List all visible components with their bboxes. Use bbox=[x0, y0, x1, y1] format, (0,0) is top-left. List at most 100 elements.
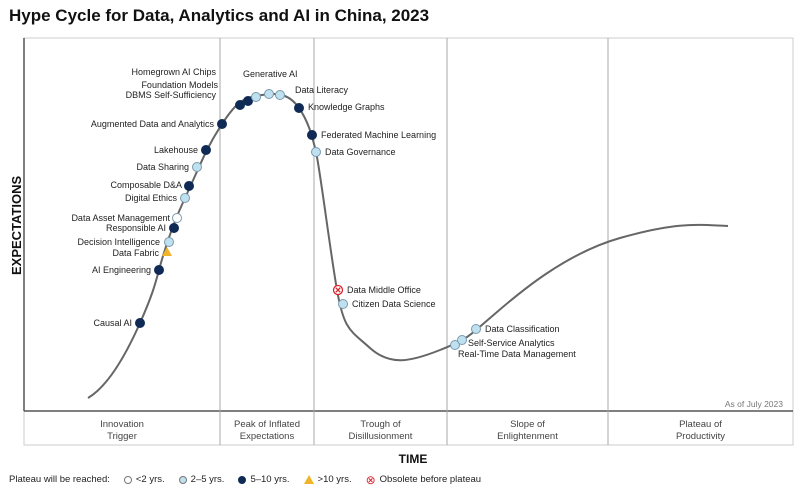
technology-label: Homegrown AI Chips bbox=[131, 67, 216, 77]
triangle-icon bbox=[303, 475, 314, 484]
legend: Plateau will be reached: <2 yrs. 2–5 yrs.… bbox=[9, 472, 482, 487]
circle-marker bbox=[294, 103, 304, 113]
technology-label: Generative AI bbox=[243, 69, 298, 79]
technology-marker: Data Asset Management bbox=[71, 213, 182, 223]
legend-item: ⊗ Obsolete before plateau bbox=[365, 472, 482, 487]
circle-marker bbox=[154, 265, 164, 275]
circle-marker bbox=[243, 96, 253, 106]
obsolete-icon: ⊗ bbox=[365, 472, 376, 487]
technology-marker: Causal AI bbox=[93, 318, 145, 328]
technology-marker: Knowledge Graphs bbox=[294, 102, 385, 113]
circle-marker bbox=[457, 335, 467, 345]
phase-label: Slope of bbox=[510, 419, 545, 430]
technology-label: Citizen Data Science bbox=[352, 299, 436, 309]
circle-marker bbox=[251, 92, 261, 102]
technology-marker: Foundation Models bbox=[141, 80, 253, 106]
circle-marker bbox=[169, 223, 179, 233]
as-of-date: As of July 2023 bbox=[725, 399, 783, 409]
technology-label: Foundation Models bbox=[141, 80, 218, 90]
phase-label: Enlightenment bbox=[497, 431, 558, 442]
circle-marker bbox=[311, 147, 321, 157]
technology-label: Composable D&A bbox=[110, 180, 182, 190]
circle-marker bbox=[164, 237, 174, 247]
technology-label: Data Literacy bbox=[295, 85, 349, 95]
technology-marker: Decision Intelligence bbox=[77, 237, 174, 247]
phase-label: Disillusionment bbox=[349, 431, 413, 442]
legend-item: >10 yrs. bbox=[303, 474, 352, 485]
technology-marker: Data Governance bbox=[311, 147, 396, 157]
circle-marker bbox=[184, 181, 194, 191]
technology-label: Data Fabric bbox=[112, 248, 159, 258]
technology-label: Real-Time Data Management bbox=[458, 349, 576, 359]
plot-frame bbox=[23, 37, 794, 446]
circle-marker bbox=[235, 100, 245, 110]
legend-label: 5–10 yrs. bbox=[250, 474, 290, 485]
technology-label: Data Sharing bbox=[136, 162, 189, 172]
legend-item: 5–10 yrs. bbox=[238, 474, 290, 485]
technology-label: Federated Machine Learning bbox=[321, 130, 436, 140]
circle-icon bbox=[238, 475, 247, 484]
x-axis-label: TIME bbox=[399, 452, 428, 466]
circle-icon bbox=[123, 475, 132, 484]
technology-marker: Data Classification bbox=[471, 324, 560, 334]
circle-icon bbox=[178, 475, 187, 484]
circle-marker bbox=[264, 89, 274, 99]
circle-marker bbox=[471, 324, 481, 334]
phase-label: Plateau of bbox=[679, 419, 722, 430]
technology-marker: AI Engineering bbox=[92, 265, 164, 275]
technology-label: AI Engineering bbox=[92, 265, 151, 275]
technology-marker: Digital Ethics bbox=[125, 193, 190, 203]
technology-label: Data Middle Office bbox=[347, 285, 421, 295]
phase-label: Peak of Inflated bbox=[234, 419, 300, 430]
circle-marker bbox=[192, 162, 202, 172]
technology-label: Data Governance bbox=[325, 147, 396, 157]
phase-label: Trough of bbox=[360, 419, 401, 430]
technology-marker: Lakehouse bbox=[154, 145, 211, 155]
technology-marker: Data Sharing bbox=[136, 162, 202, 172]
technology-label: Data Asset Management bbox=[71, 213, 170, 223]
legend-label: Obsolete before plateau bbox=[379, 474, 482, 485]
circle-marker bbox=[450, 340, 460, 350]
phase-label: Expectations bbox=[240, 431, 295, 442]
legend-label: >10 yrs. bbox=[317, 474, 352, 485]
technology-marker: Data Literacy bbox=[275, 85, 349, 100]
technology-label: Lakehouse bbox=[154, 145, 198, 155]
phase-label: Innovation bbox=[100, 419, 144, 430]
technology-label: Decision Intelligence bbox=[77, 237, 160, 247]
circle-marker bbox=[201, 145, 211, 155]
x-icon bbox=[335, 287, 341, 293]
technology-label: Augmented Data and Analytics bbox=[91, 119, 215, 129]
legend-label: 2–5 yrs. bbox=[190, 474, 225, 485]
technology-marker: Citizen Data Science bbox=[338, 299, 436, 309]
technology-marker: Real-Time Data Management bbox=[450, 340, 576, 359]
technology-label: Knowledge Graphs bbox=[308, 102, 385, 112]
technology-marker: Self-Service Analytics bbox=[457, 335, 555, 348]
legend-label: <2 yrs. bbox=[135, 474, 165, 485]
phase-label: Productivity bbox=[676, 431, 725, 442]
technology-label: Data Classification bbox=[485, 324, 560, 334]
triangle-marker bbox=[162, 247, 172, 256]
legend-prefix: Plateau will be reached: bbox=[9, 474, 110, 485]
technology-marker: Augmented Data and Analytics bbox=[91, 119, 227, 129]
technology-marker: Data Fabric bbox=[112, 247, 172, 258]
chart-title: Hype Cycle for Data, Analytics and AI in… bbox=[9, 6, 430, 25]
technology-label: Causal AI bbox=[93, 318, 132, 328]
circle-marker bbox=[217, 119, 227, 129]
technology-label: Responsible AI bbox=[106, 223, 166, 233]
technology-marker: Data Middle Office bbox=[332, 284, 421, 296]
y-axis-label: EXPECTATIONS bbox=[9, 175, 24, 275]
technology-marker: Homegrown AI Chips bbox=[131, 67, 261, 102]
circle-marker bbox=[135, 318, 145, 328]
technology-label: Self-Service Analytics bbox=[468, 338, 555, 348]
circle-marker bbox=[275, 90, 285, 100]
phase-label: Trigger bbox=[107, 431, 137, 442]
technology-marker: DBMS Self-Sufficiency bbox=[126, 90, 245, 110]
legend-item: 2–5 yrs. bbox=[178, 474, 225, 485]
technology-marker: Generative AI bbox=[243, 69, 298, 99]
circle-marker bbox=[172, 213, 182, 223]
technology-label: DBMS Self-Sufficiency bbox=[126, 90, 217, 100]
circle-marker bbox=[307, 130, 317, 140]
technology-marker: Composable D&A bbox=[110, 180, 194, 191]
